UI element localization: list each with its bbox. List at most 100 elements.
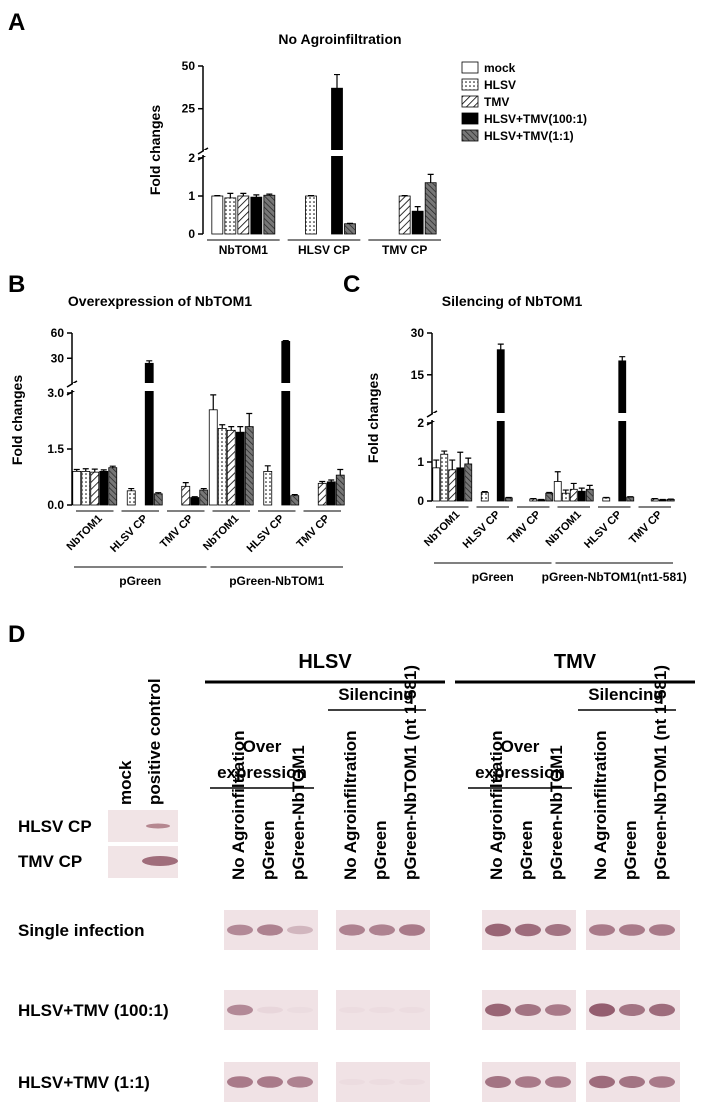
lane-label: pGreen xyxy=(621,820,640,880)
legend-label: HLSV+TMV(100:1) xyxy=(484,112,587,126)
bar xyxy=(326,481,336,506)
bar xyxy=(190,497,200,506)
row-label: HLSV+TMV (1:1) xyxy=(18,1073,150,1092)
blot-band xyxy=(545,1076,571,1088)
group-label: pGreen xyxy=(119,574,161,588)
bar xyxy=(411,210,424,235)
x-tick-label: NbTOM1 xyxy=(201,513,241,553)
lane-label: No Agroinfiltration xyxy=(591,730,610,880)
blot xyxy=(336,990,430,1030)
bar-pattern xyxy=(602,497,610,501)
error-bar xyxy=(237,426,244,433)
y-tick-label: 25 xyxy=(182,102,196,116)
bar-pattern xyxy=(481,492,489,501)
error-bar xyxy=(554,471,561,482)
error-bar xyxy=(146,360,153,364)
break-gap xyxy=(73,383,346,391)
break-gap xyxy=(204,150,446,156)
bar-pattern xyxy=(290,495,299,505)
bar-pattern xyxy=(218,428,227,505)
bar xyxy=(99,470,109,506)
y-tick-label: 1 xyxy=(417,455,424,469)
over-header: Over xyxy=(243,737,282,756)
bar-pattern xyxy=(108,467,117,505)
panel-label: D xyxy=(8,621,25,648)
error-bar xyxy=(227,192,234,198)
bar-pattern xyxy=(425,182,437,234)
blot-band xyxy=(369,1007,395,1013)
bar xyxy=(553,481,562,502)
y-tick-label: 15 xyxy=(411,368,425,382)
bar-pattern xyxy=(562,493,570,501)
chart-title: No Agroinfiltration xyxy=(278,31,401,47)
lane-label: pGreen-NbTOM1 xyxy=(547,745,566,880)
error-bar xyxy=(109,465,116,468)
lane-label: No Agroinfiltration xyxy=(487,730,506,880)
error-bar xyxy=(182,482,189,487)
blot-band xyxy=(589,1003,615,1017)
silencing-header: Silencing xyxy=(588,685,664,704)
blot-band xyxy=(227,1004,253,1016)
blot-band xyxy=(649,924,675,936)
blot-band xyxy=(485,923,511,937)
blot-band xyxy=(515,1076,541,1088)
bar-pattern xyxy=(464,463,472,501)
x-tick-label: HLSV CP xyxy=(582,509,624,551)
error-bar xyxy=(73,468,80,472)
control-lane-label: positive control xyxy=(145,678,164,805)
bar-pattern xyxy=(545,493,553,501)
lane-label: No Agroinfiltration xyxy=(229,730,248,880)
bar xyxy=(211,195,224,235)
y-axis-label: Fold changes xyxy=(147,105,163,195)
legend-pattern xyxy=(462,79,478,90)
error-bar xyxy=(210,394,217,410)
y-tick-label: 50 xyxy=(182,59,196,73)
blot-band xyxy=(142,856,178,866)
bar-pattern xyxy=(344,223,356,234)
lane-label: pGreen-NbTOM1 xyxy=(289,745,308,880)
virus-header: HLSV xyxy=(298,651,352,673)
control-row-label: TMV CP xyxy=(18,852,82,871)
blot-band xyxy=(257,1076,283,1088)
blot-band xyxy=(339,1007,365,1013)
x-tick-label: TMV CP xyxy=(382,243,427,257)
blot-band xyxy=(485,1003,511,1017)
error-bar xyxy=(449,459,456,470)
error-bar xyxy=(433,459,440,468)
error-bar xyxy=(219,424,226,429)
bar-pattern xyxy=(227,430,236,505)
bar xyxy=(235,431,245,506)
blot-band xyxy=(257,1006,283,1014)
blot-band xyxy=(589,924,615,936)
blot-band xyxy=(399,1079,425,1085)
panel-label: C xyxy=(343,271,360,298)
blot xyxy=(336,1062,430,1102)
over-header: expression xyxy=(217,763,307,782)
blot-band xyxy=(619,1004,645,1016)
blot-band xyxy=(589,1075,615,1089)
error-bar xyxy=(497,343,504,350)
error-bar xyxy=(155,492,162,494)
blot-band xyxy=(545,924,571,936)
error-bar xyxy=(337,468,344,476)
bar-pattern xyxy=(263,471,272,505)
bar-pattern xyxy=(237,196,249,234)
axis-break xyxy=(197,147,209,155)
x-tick-label: TMV CP xyxy=(158,513,196,551)
bar-pattern xyxy=(448,469,456,501)
axis-break xyxy=(66,380,78,388)
error-bar xyxy=(562,489,569,494)
blot-band xyxy=(399,1007,425,1013)
bar xyxy=(618,360,627,502)
error-bar xyxy=(481,491,488,493)
blot-band xyxy=(339,924,365,936)
panel-label: A xyxy=(8,9,25,36)
error-bar xyxy=(100,469,107,472)
bar-pattern xyxy=(586,489,594,501)
error-bar xyxy=(246,412,253,427)
bar xyxy=(250,196,263,235)
chart-title: Overexpression of NbTOM1 xyxy=(68,293,252,309)
over-header: Over xyxy=(501,737,540,756)
lane-label: pGreen xyxy=(517,820,536,880)
bar-pattern xyxy=(199,490,208,505)
